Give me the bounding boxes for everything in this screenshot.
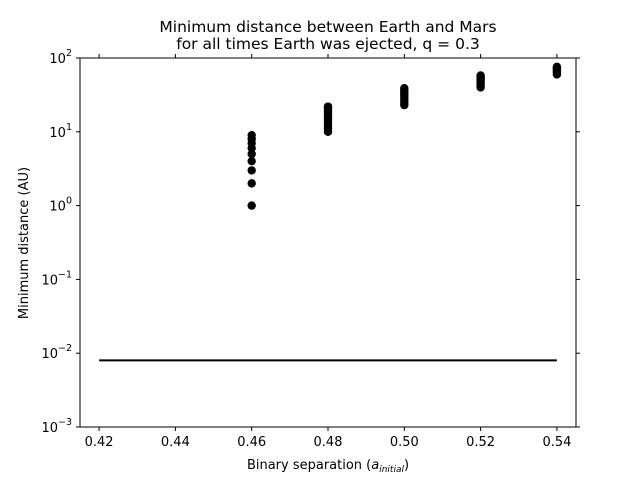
x-axis-label-close: ) <box>404 458 409 473</box>
x-tick-label: 0.54 <box>542 435 571 450</box>
y-tick-label: 102 <box>49 48 72 67</box>
data-point <box>247 166 256 175</box>
y-tick-label-exponent: 1 <box>66 122 72 133</box>
x-tick-label: 0.42 <box>85 435 114 450</box>
x-axis: 0.42 0.44 0.46 0.48 0.50 0.52 0.54 <box>85 54 571 450</box>
chart-title-line1: Minimum distance between Earth and Mars <box>159 18 496 36</box>
data-point <box>247 156 256 166</box>
y-tick-label-base: 10 <box>41 421 58 436</box>
y-tick-label-base: 10 <box>41 273 58 288</box>
y-tick-label-base: 10 <box>49 126 66 141</box>
scatter-points <box>247 62 562 210</box>
x-tick-label: 0.50 <box>390 435 419 450</box>
y-axis-label: Minimum distance (AU) <box>17 167 32 319</box>
y-tick-label: 100 <box>49 196 72 215</box>
x-axis-label-symbol: a <box>371 458 379 473</box>
y-tick-label-exponent: −1 <box>58 269 72 280</box>
y-tick-label-exponent: 0 <box>66 196 72 207</box>
x-tick-label: 0.46 <box>237 435 266 450</box>
y-tick-label: 10−1 <box>41 269 72 288</box>
data-point <box>247 130 256 140</box>
x-axis-label-main: Binary separation ( <box>247 458 371 473</box>
data-point <box>247 149 256 159</box>
x-tick-label: 0.48 <box>314 435 343 450</box>
y-tick-label-base: 10 <box>49 52 66 67</box>
y-tick-label: 10−3 <box>41 417 72 436</box>
y-tick-label: 10−2 <box>41 343 72 362</box>
y-tick-label-exponent: 2 <box>66 48 72 59</box>
y-tick-label-base: 10 <box>49 200 66 215</box>
chart-title-line2: for all times Earth was ejected, q = 0.3 <box>176 35 480 53</box>
data-point <box>247 179 256 188</box>
y-tick-label-exponent: −3 <box>58 417 72 428</box>
y-tick-label: 101 <box>49 122 72 141</box>
data-point <box>552 62 562 71</box>
data-point <box>247 201 256 210</box>
data-point <box>323 102 333 111</box>
y-tick-label-base: 10 <box>41 347 58 362</box>
x-tick-label: 0.44 <box>161 435 190 450</box>
y-tick-label-exponent: −2 <box>58 343 72 354</box>
x-axis-label: Binary separation (ainitial) <box>247 458 409 475</box>
data-point <box>476 71 485 80</box>
x-axis-label-subscript: initial <box>379 465 404 475</box>
x-tick-label: 0.52 <box>466 435 495 450</box>
data-point <box>400 83 409 93</box>
